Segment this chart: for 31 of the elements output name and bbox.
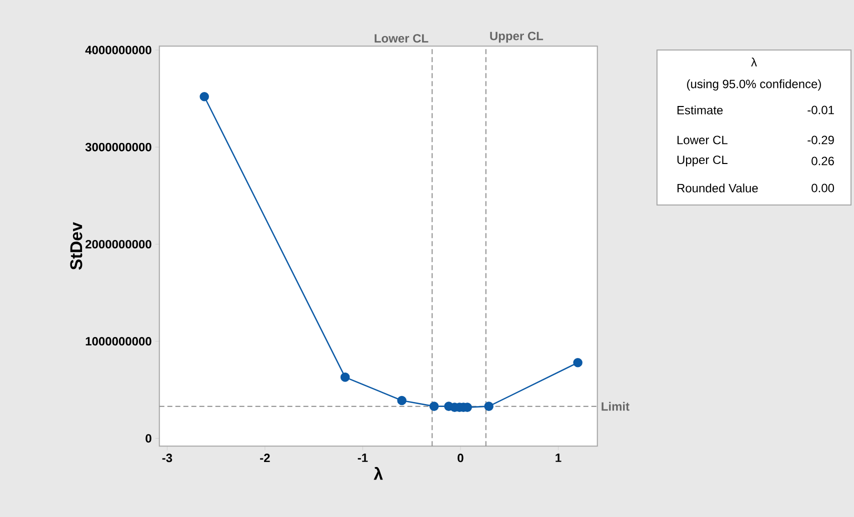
text: λ [751,58,757,66]
text: Rounded Value [678,184,758,192]
x-tick-label: -2 [260,454,270,462]
x-tick-label: -1 [358,454,368,462]
text: (using 95.0% confidence) [687,79,821,91]
text: 0.26 [812,156,834,166]
x-tick-label: 0 [458,454,464,462]
text: Lower CL [678,136,728,144]
x-axis-title: λ [374,467,383,480]
point [340,372,350,382]
y-tick-label: 4000000000 [85,46,152,54]
text: -0.01 [808,106,834,114]
y-axis-title: StDev [70,222,82,270]
y-tick-label: 3000000000 [85,142,152,152]
ref-line-label: Limit [602,402,630,411]
x-tick-label: -3 [162,454,172,462]
point [429,402,439,411]
text: 0.00 [812,184,834,192]
point [484,402,494,411]
point [200,92,209,102]
ref-line-label: Lower CL [374,34,428,43]
y-tick-label: 0 [146,434,152,443]
text: Estimate [678,106,723,114]
point [397,396,406,406]
ref-line-label: Upper CL [490,32,544,43]
y-tick-label: 2000000000 [86,240,152,248]
point [573,358,582,368]
text: Upper CL [677,156,728,166]
y-tick-label: 1000000000 [86,337,152,346]
text: -0.29 [808,136,834,144]
x-tick-label: 1 [556,454,562,462]
